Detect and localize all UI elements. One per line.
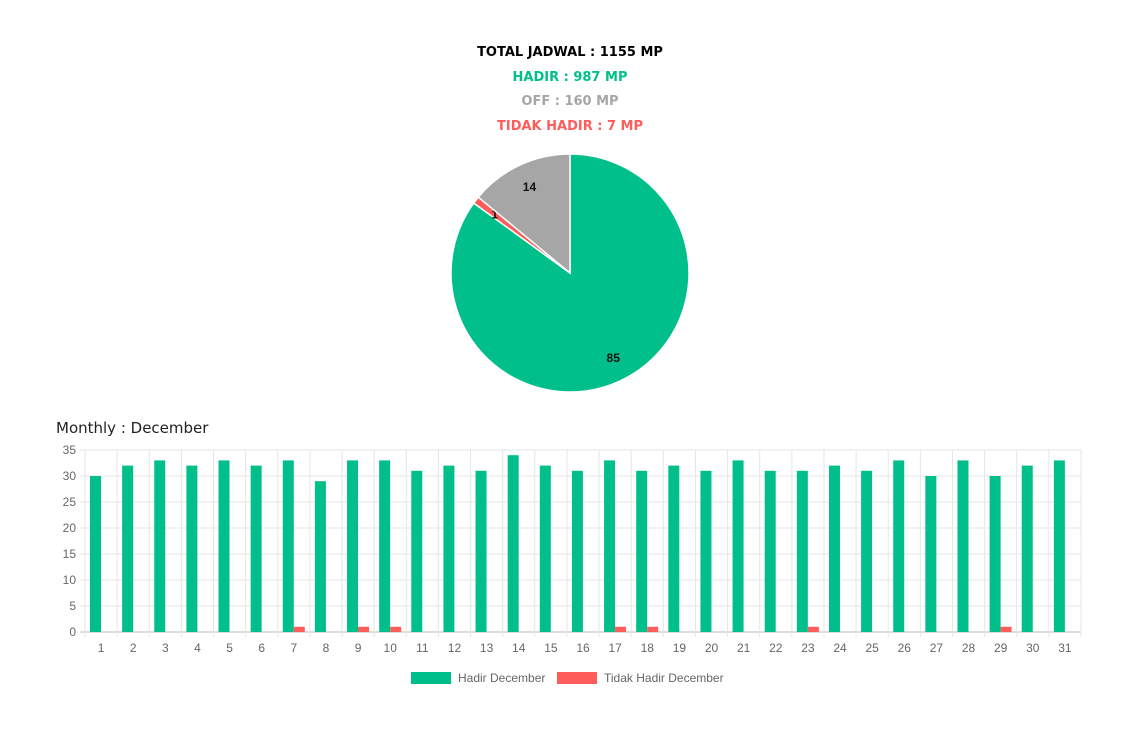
bar-hadir[interactable] — [700, 470, 712, 632]
y-tick-label: 15 — [63, 547, 77, 561]
bar-hadir[interactable] — [411, 470, 423, 632]
monthly-title: Monthly : December — [56, 419, 209, 437]
bar-hadir[interactable] — [636, 470, 648, 632]
bar-hadir[interactable] — [90, 476, 101, 632]
bar-tidak-hadir[interactable] — [615, 626, 627, 632]
y-tick-label: 10 — [63, 573, 77, 587]
x-tick-label: 24 — [833, 641, 847, 655]
y-tick-label: 35 — [63, 443, 77, 457]
legend-label-hadir[interactable]: Hadir December — [458, 671, 545, 685]
bar-hadir[interactable] — [796, 470, 808, 632]
summary-tidak-hadir: TIDAK HADIR : 7 MP — [496, 119, 644, 134]
y-tick-label: 25 — [63, 495, 77, 509]
y-tick-label: 0 — [69, 625, 76, 639]
x-tick-label: 3 — [162, 641, 169, 655]
bar-hadir[interactable] — [957, 460, 969, 632]
x-tick-label: 22 — [769, 641, 783, 655]
bar-tidak-hadir[interactable] — [647, 626, 659, 632]
summary-hadir: HADIR : 987 MP — [512, 70, 628, 85]
x-tick-label: 25 — [865, 641, 879, 655]
x-tick-label: 15 — [544, 641, 558, 655]
bar-hadir[interactable] — [443, 465, 455, 632]
bar-hadir[interactable] — [604, 460, 616, 632]
x-tick-label: 10 — [384, 641, 398, 655]
bar-hadir[interactable] — [893, 460, 905, 632]
bar-hadir[interactable] — [925, 476, 937, 632]
legend-label-tidak-hadir[interactable]: Tidak Hadir December — [604, 671, 724, 685]
x-tick-label: 6 — [258, 641, 265, 655]
bar-hadir[interactable] — [250, 465, 262, 632]
bar-tidak-hadir[interactable] — [1000, 626, 1012, 632]
attendance-pie-chart[interactable]: 85 1 14 — [0, 0, 1140, 400]
y-tick-label: 30 — [63, 469, 77, 483]
x-tick-label: 4 — [194, 641, 201, 655]
x-tick-label: 7 — [290, 641, 297, 655]
bar-hadir[interactable] — [154, 460, 166, 632]
pie-label-tidak-hadir: 1 — [491, 208, 498, 222]
x-tick-label: 8 — [323, 641, 330, 655]
bar-hadir[interactable] — [764, 470, 776, 632]
x-tick-label: 17 — [608, 641, 622, 655]
bar-tidak-hadir[interactable] — [293, 626, 305, 632]
x-tick-label: 14 — [512, 641, 526, 655]
x-tick-label: 18 — [641, 641, 655, 655]
x-tick-label: 16 — [576, 641, 590, 655]
y-tick-label: 20 — [63, 521, 77, 535]
bar-hadir[interactable] — [507, 455, 519, 632]
x-tick-label: 23 — [801, 641, 815, 655]
y-tick-label: 5 — [69, 599, 76, 613]
x-tick-label: 1 — [98, 641, 105, 655]
bar-hadir[interactable] — [989, 476, 1001, 632]
bar-tidak-hadir[interactable] — [358, 626, 370, 632]
bar-tidak-hadir[interactable] — [807, 626, 819, 632]
bar-tidak-hadir[interactable] — [390, 626, 402, 632]
bar-hadir[interactable] — [732, 460, 744, 632]
bar-hadir[interactable] — [122, 465, 134, 632]
bar-hadir[interactable] — [218, 460, 230, 632]
x-tick-label: 19 — [673, 641, 687, 655]
x-tick-label: 28 — [962, 641, 976, 655]
pie-label-off: 14 — [523, 180, 537, 194]
x-tick-label: 12 — [448, 641, 462, 655]
pie-label-hadir: 85 — [607, 351, 621, 365]
x-tick-label: 13 — [480, 641, 494, 655]
x-tick-label: 27 — [930, 641, 944, 655]
x-tick-label: 5 — [226, 641, 233, 655]
x-tick-label: 9 — [355, 641, 362, 655]
pie-slice-off[interactable] — [477, 153, 571, 275]
bar-hadir[interactable] — [539, 465, 551, 632]
bar-hadir[interactable] — [1053, 460, 1065, 632]
bar-hadir[interactable] — [475, 470, 487, 632]
bar-hadir[interactable] — [828, 465, 840, 632]
bar-hadir[interactable] — [861, 470, 873, 632]
summary-total: TOTAL JADWAL : 1155 MP — [477, 45, 663, 60]
bar-hadir[interactable] — [282, 460, 294, 632]
x-tick-label: 11 — [416, 641, 429, 655]
legend-swatch-hadir[interactable] — [411, 672, 451, 684]
bar-hadir[interactable] — [347, 460, 359, 632]
x-tick-label: 30 — [1026, 641, 1040, 655]
x-tick-label: 26 — [898, 641, 912, 655]
bar-hadir[interactable] — [379, 460, 391, 632]
bar-hadir[interactable] — [668, 465, 680, 632]
x-tick-label: 29 — [994, 641, 1008, 655]
bar-hadir[interactable] — [1021, 465, 1033, 632]
summary-off: OFF : 160 MP — [521, 94, 619, 109]
x-tick-label: 21 — [737, 641, 751, 655]
bar-hadir[interactable] — [314, 481, 326, 632]
x-tick-label: 31 — [1058, 641, 1072, 655]
x-tick-label: 20 — [705, 641, 719, 655]
bar-hadir[interactable] — [571, 470, 583, 632]
x-tick-label: 2 — [130, 641, 137, 655]
legend-swatch-tidak-hadir[interactable] — [557, 672, 597, 684]
bar-hadir[interactable] — [186, 465, 198, 632]
